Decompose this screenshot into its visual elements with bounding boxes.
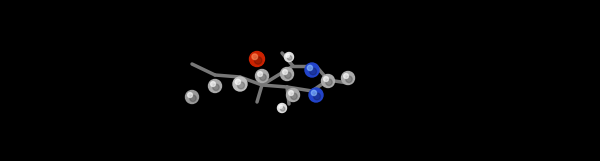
Circle shape [323, 77, 329, 81]
Circle shape [185, 90, 199, 104]
Circle shape [283, 70, 287, 75]
Circle shape [233, 77, 247, 91]
Circle shape [322, 75, 335, 87]
Circle shape [252, 54, 257, 60]
Circle shape [305, 63, 319, 77]
Circle shape [211, 82, 215, 86]
Circle shape [346, 76, 352, 83]
Circle shape [291, 93, 297, 99]
Circle shape [314, 93, 320, 100]
Circle shape [309, 88, 323, 102]
Circle shape [286, 54, 289, 57]
Circle shape [310, 68, 317, 75]
Circle shape [287, 56, 292, 60]
Circle shape [287, 89, 299, 101]
Circle shape [256, 70, 269, 82]
Circle shape [213, 84, 219, 90]
Circle shape [284, 52, 293, 62]
Circle shape [209, 80, 221, 93]
Circle shape [235, 79, 241, 85]
Circle shape [307, 65, 313, 71]
Circle shape [341, 71, 355, 85]
Circle shape [250, 52, 265, 66]
Circle shape [238, 82, 245, 89]
Circle shape [285, 72, 291, 79]
Circle shape [277, 104, 287, 113]
Circle shape [254, 57, 262, 64]
Circle shape [281, 67, 293, 80]
Circle shape [188, 93, 193, 98]
Circle shape [326, 79, 332, 85]
Circle shape [190, 95, 196, 102]
Circle shape [280, 107, 285, 111]
Circle shape [257, 72, 263, 76]
Circle shape [311, 90, 317, 96]
Circle shape [289, 91, 293, 95]
Circle shape [260, 74, 266, 80]
Circle shape [279, 105, 283, 108]
Circle shape [344, 74, 349, 79]
